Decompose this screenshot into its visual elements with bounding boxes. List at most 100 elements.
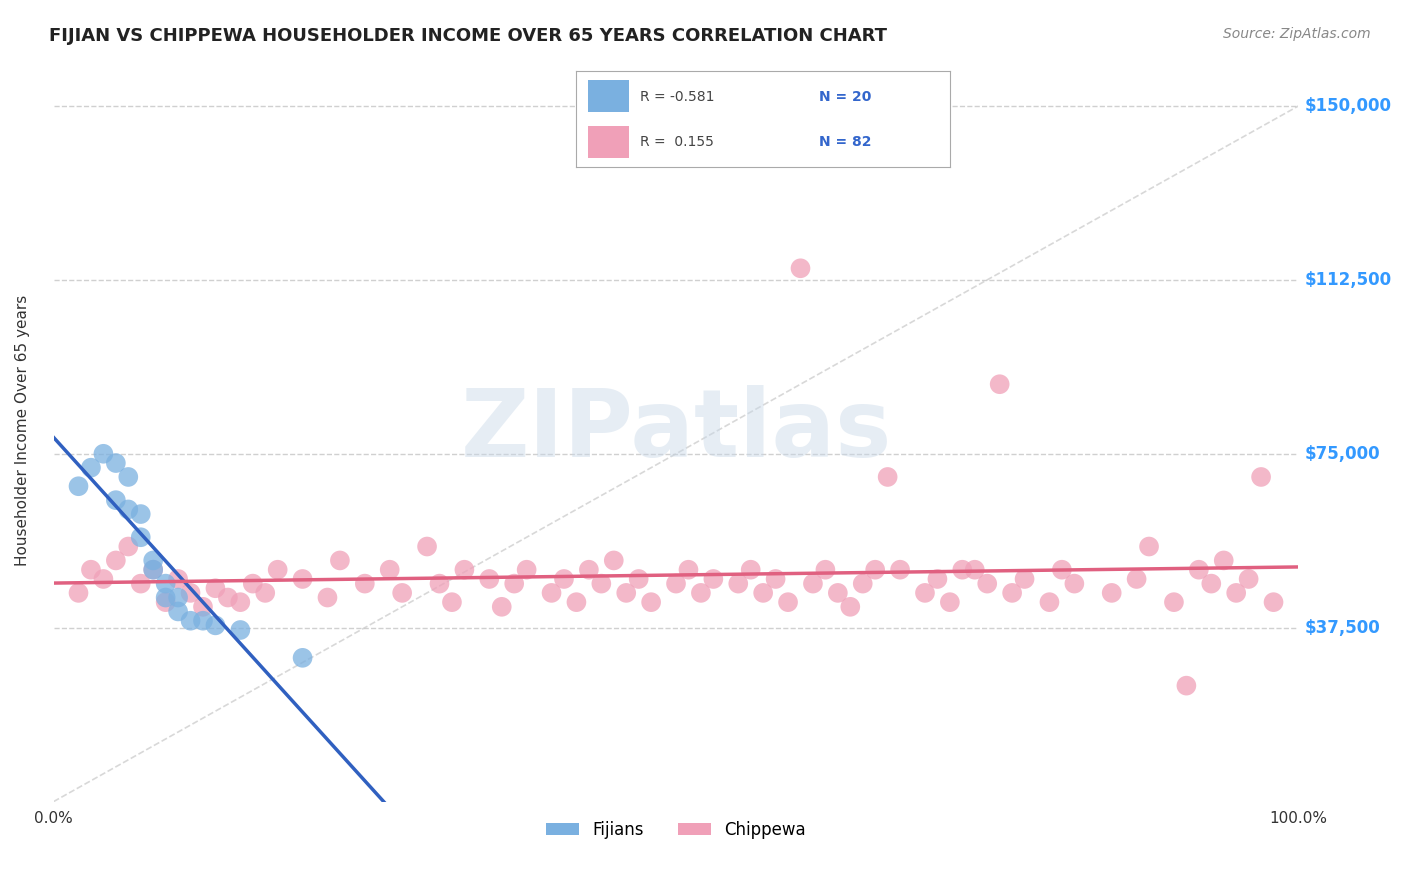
Fijians <box>191 614 214 628</box>
Chippewa <box>1050 563 1073 577</box>
Chippewa <box>329 553 352 567</box>
Fijians <box>167 604 190 618</box>
Chippewa <box>702 572 724 586</box>
Chippewa <box>752 586 775 600</box>
Chippewa <box>1237 572 1260 586</box>
Fijians <box>167 591 190 605</box>
Chippewa <box>565 595 588 609</box>
Chippewa <box>478 572 501 586</box>
Fijians <box>204 618 226 632</box>
Chippewa <box>353 576 375 591</box>
Chippewa <box>876 470 898 484</box>
Chippewa <box>1225 586 1247 600</box>
Chippewa <box>453 563 475 577</box>
Fijians <box>67 479 90 493</box>
Y-axis label: Householder Income Over 65 years: Householder Income Over 65 years <box>15 295 30 566</box>
Chippewa <box>578 563 600 577</box>
Chippewa <box>229 595 252 609</box>
Chippewa <box>727 576 749 591</box>
Fijians <box>80 460 103 475</box>
Chippewa <box>416 540 439 554</box>
Chippewa <box>217 591 239 605</box>
Chippewa <box>254 586 277 600</box>
Chippewa <box>1063 576 1085 591</box>
Chippewa <box>93 572 115 586</box>
Chippewa <box>776 595 799 609</box>
Chippewa <box>1137 540 1160 554</box>
Text: FIJIAN VS CHIPPEWA HOUSEHOLDER INCOME OVER 65 YEARS CORRELATION CHART: FIJIAN VS CHIPPEWA HOUSEHOLDER INCOME OV… <box>49 27 887 45</box>
Chippewa <box>129 576 152 591</box>
Fijians <box>142 553 165 567</box>
Fijians <box>129 507 152 521</box>
Chippewa <box>155 595 177 609</box>
Chippewa <box>765 572 787 586</box>
Text: Source: ZipAtlas.com: Source: ZipAtlas.com <box>1223 27 1371 41</box>
Chippewa <box>614 586 637 600</box>
Text: $112,500: $112,500 <box>1305 271 1392 289</box>
Fijians <box>142 563 165 577</box>
Chippewa <box>927 572 949 586</box>
Chippewa <box>142 563 165 577</box>
Chippewa <box>516 563 538 577</box>
Chippewa <box>266 563 288 577</box>
Chippewa <box>1125 572 1147 586</box>
Fijians <box>180 614 202 628</box>
Chippewa <box>591 576 613 591</box>
Fijians <box>104 456 127 470</box>
Fijians <box>117 502 139 516</box>
Chippewa <box>104 553 127 567</box>
Chippewa <box>1038 595 1060 609</box>
Chippewa <box>440 595 463 609</box>
Chippewa <box>1212 553 1234 567</box>
Chippewa <box>1175 679 1198 693</box>
Chippewa <box>80 563 103 577</box>
Chippewa <box>640 595 662 609</box>
Fijians <box>155 591 177 605</box>
Fijians <box>117 470 139 484</box>
Chippewa <box>204 581 226 595</box>
Chippewa <box>1014 572 1036 586</box>
Chippewa <box>988 377 1011 392</box>
Chippewa <box>553 572 575 586</box>
Chippewa <box>665 576 688 591</box>
Chippewa <box>540 586 562 600</box>
Text: $150,000: $150,000 <box>1305 97 1392 115</box>
Chippewa <box>852 576 875 591</box>
Chippewa <box>963 563 986 577</box>
Chippewa <box>242 576 264 591</box>
Text: $37,500: $37,500 <box>1305 619 1381 637</box>
Chippewa <box>814 563 837 577</box>
Chippewa <box>976 576 998 591</box>
Chippewa <box>950 563 973 577</box>
Text: $75,000: $75,000 <box>1305 445 1381 463</box>
Chippewa <box>1163 595 1185 609</box>
Chippewa <box>839 599 862 614</box>
Chippewa <box>167 572 190 586</box>
Fijians <box>104 493 127 508</box>
Chippewa <box>316 591 339 605</box>
Chippewa <box>191 599 214 614</box>
Chippewa <box>429 576 451 591</box>
Fijians <box>229 623 252 637</box>
Chippewa <box>1188 563 1211 577</box>
Chippewa <box>789 261 811 276</box>
Fijians <box>291 650 314 665</box>
Fijians <box>93 447 115 461</box>
Chippewa <box>827 586 849 600</box>
Chippewa <box>603 553 626 567</box>
Chippewa <box>503 576 526 591</box>
Chippewa <box>117 540 139 554</box>
Chippewa <box>1250 470 1272 484</box>
Chippewa <box>939 595 962 609</box>
Fijians <box>129 530 152 544</box>
Chippewa <box>1101 586 1123 600</box>
Chippewa <box>378 563 401 577</box>
Chippewa <box>627 572 650 586</box>
Chippewa <box>391 586 413 600</box>
Chippewa <box>491 599 513 614</box>
Chippewa <box>67 586 90 600</box>
Legend: Fijians, Chippewa: Fijians, Chippewa <box>540 814 813 846</box>
Chippewa <box>690 586 713 600</box>
Chippewa <box>801 576 824 591</box>
Chippewa <box>914 586 936 600</box>
